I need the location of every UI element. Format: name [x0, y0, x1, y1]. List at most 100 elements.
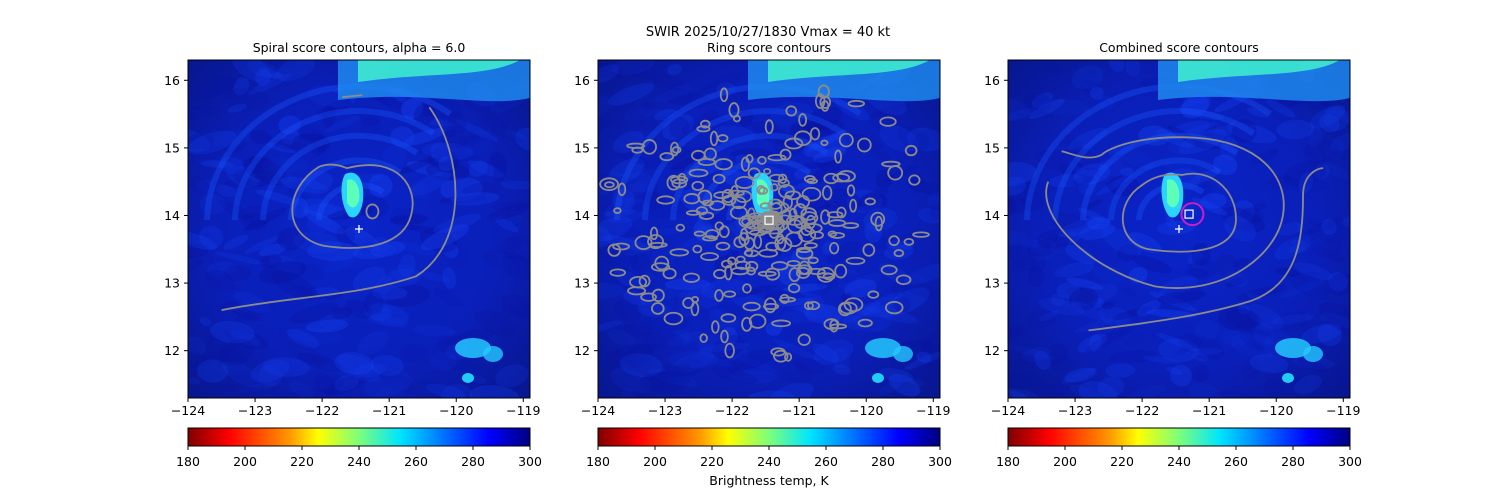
cloud-texture	[669, 116, 690, 140]
ring-contour	[747, 207, 756, 221]
center-circle-marker	[1180, 202, 1205, 227]
cloud-texture	[1226, 122, 1277, 144]
cloud-texture	[363, 310, 407, 328]
cloud-texture	[1225, 276, 1245, 288]
cloud-texture	[1217, 306, 1258, 331]
cloud-texture	[368, 173, 393, 198]
ring-contour	[695, 206, 708, 216]
cloud-texture	[238, 205, 266, 219]
cloud-texture	[1240, 207, 1264, 224]
cloud-texture	[259, 364, 282, 387]
colorbar-tick-label: 300	[928, 454, 952, 469]
cloud-texture	[607, 328, 635, 346]
cloud-texture	[1232, 200, 1255, 223]
ring-contour	[666, 174, 681, 191]
cloud-texture	[1165, 215, 1178, 228]
cloud-texture	[1023, 92, 1053, 116]
cloud-texture	[598, 282, 625, 300]
cloud-texture	[363, 303, 410, 327]
cloud-texture	[368, 370, 393, 380]
cloud-texture	[598, 319, 632, 346]
cloud-texture	[217, 129, 252, 147]
x-tick-label: −119	[1326, 403, 1360, 418]
ring-contour	[693, 230, 706, 237]
cloud-texture	[1021, 239, 1042, 248]
cloud-texture	[219, 134, 246, 153]
cloud-texture	[1321, 218, 1337, 235]
cloud-texture	[390, 126, 415, 148]
ring-contour	[817, 84, 830, 99]
cloud-texture	[1066, 155, 1106, 177]
cloud-texture	[322, 358, 356, 379]
cloud-texture	[1192, 197, 1228, 216]
cloud-texture	[232, 60, 273, 83]
cloud-texture	[1086, 244, 1121, 264]
cloud-texture	[885, 287, 930, 316]
cloud-texture	[319, 312, 347, 330]
ring-contour	[823, 318, 840, 330]
central-convection-core	[347, 179, 360, 208]
ring-contour	[796, 195, 810, 209]
cloud-texture	[863, 207, 898, 232]
satellite-image	[598, 60, 940, 398]
cloud-texture	[617, 236, 647, 256]
colorbar-tick-label: 220	[700, 454, 724, 469]
ring-contour	[692, 244, 703, 254]
ring-contour	[663, 311, 684, 326]
cloud-texture	[1317, 323, 1342, 346]
cloud-texture	[1022, 353, 1037, 369]
colorbar-tick-label: 180	[176, 454, 200, 469]
cloud-texture	[615, 149, 648, 165]
cloud-texture	[312, 135, 328, 156]
cloud-texture	[910, 360, 940, 381]
cloud-texture	[1196, 132, 1229, 150]
y-tick-label: 14	[984, 208, 1000, 223]
cloud-texture	[677, 283, 715, 298]
cloud-texture	[618, 226, 641, 241]
y-tick-label: 13	[164, 276, 180, 291]
cloud-texture	[248, 155, 272, 169]
cloud-texture	[823, 200, 842, 209]
ring-contour	[765, 241, 780, 252]
cloud-texture	[1036, 149, 1083, 174]
cloud-texture	[1280, 280, 1325, 298]
ring-contour	[742, 301, 761, 312]
cloud-texture	[216, 348, 249, 367]
cloud-texture	[219, 300, 242, 309]
cloud-texture	[289, 381, 315, 398]
cloud-texture	[509, 202, 530, 216]
cloud-texture	[1062, 367, 1097, 384]
cloud-texture	[1175, 337, 1205, 356]
cloud-texture	[1030, 238, 1057, 262]
ring-contour	[782, 194, 793, 210]
cloud-texture	[247, 73, 293, 96]
cloud-texture	[1173, 177, 1215, 187]
cloud-texture	[598, 320, 622, 334]
cloud-texture	[648, 368, 698, 387]
cloud-texture	[382, 145, 407, 168]
cloud-texture	[380, 371, 414, 393]
ring-contour	[717, 134, 729, 143]
cloud-texture	[1069, 147, 1101, 171]
cloud-texture	[867, 305, 918, 324]
cloud-texture	[888, 373, 921, 397]
cloud-texture	[831, 347, 850, 369]
cloud-texture	[222, 361, 262, 388]
cloud-texture	[438, 156, 454, 172]
colorbar-tick-label: 240	[757, 454, 781, 469]
ring-contour	[770, 261, 789, 271]
cloud-texture	[363, 292, 384, 315]
cloud-texture	[1085, 329, 1130, 352]
cloud-texture	[1066, 277, 1103, 290]
cloud-texture	[1068, 127, 1108, 151]
cloud-texture	[225, 328, 269, 350]
cloud-texture	[1065, 287, 1097, 303]
cloud-texture	[1047, 343, 1069, 365]
cloud-texture	[647, 200, 692, 219]
cloud-texture	[815, 156, 841, 173]
ring-contour	[809, 127, 821, 141]
cloud-texture	[869, 103, 910, 118]
cloud-texture	[712, 125, 755, 143]
cloud-texture	[929, 203, 940, 221]
cloud-texture	[1008, 229, 1027, 247]
